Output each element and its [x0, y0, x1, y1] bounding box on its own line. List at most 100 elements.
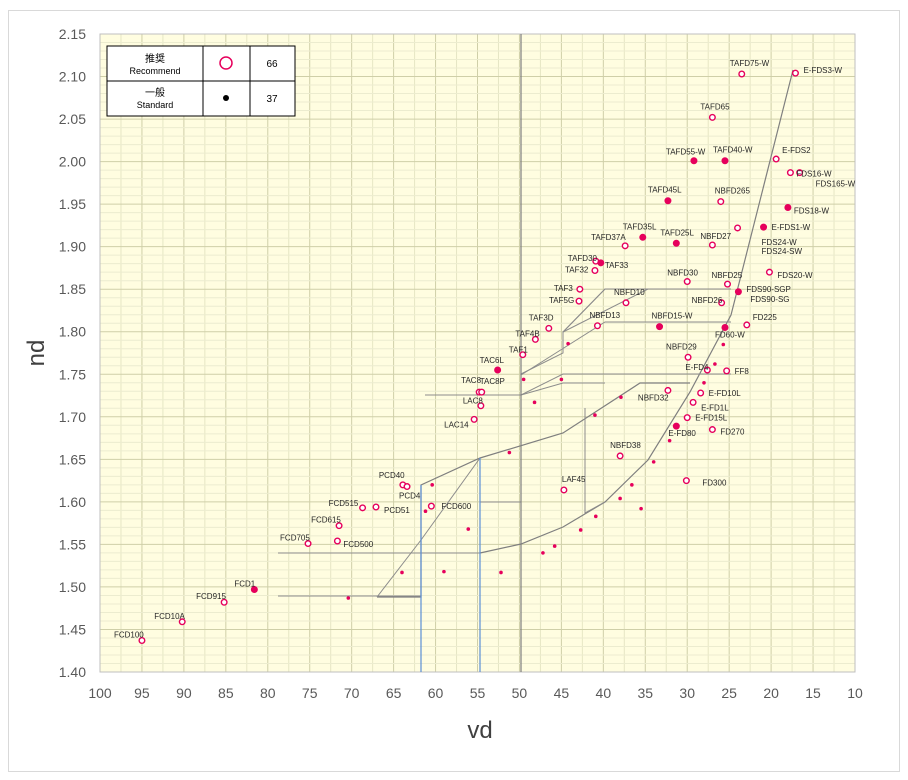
legend-recommend-count: 66 [266, 59, 278, 70]
point-label: NBFD29 [666, 342, 697, 351]
point-label: FD300 [702, 479, 727, 488]
x-tick-label: 55 [470, 685, 486, 701]
point-label: PCD4 [399, 492, 421, 501]
point-label: E-FDS1-W [772, 223, 811, 232]
point-label: FCD915 [196, 592, 226, 601]
point-label: NBFD15-W [652, 312, 693, 321]
recommend-point [689, 398, 697, 406]
point-label: FCD500 [343, 540, 373, 549]
recommend-point [597, 259, 605, 267]
glass-region-lines [278, 34, 794, 672]
recommend-point [721, 157, 729, 165]
recommend-point [576, 285, 584, 293]
y-tick-label: 1.75 [59, 366, 86, 382]
point-label: E-FD80 [668, 429, 696, 438]
point-label: PCD40 [379, 471, 405, 480]
point-label: TAF32 [565, 265, 589, 274]
recommend-point [684, 353, 692, 361]
recommend-point [734, 288, 742, 296]
recommend-point [765, 268, 773, 276]
point-label: FDS20-W [777, 271, 813, 280]
recommend-point [560, 486, 568, 494]
y-tick-label: 1.45 [59, 621, 86, 637]
recommend-point [672, 422, 680, 430]
data-points [138, 69, 804, 645]
recommend-point [621, 242, 629, 250]
point-label: TAFD25L [660, 228, 694, 237]
gridlines [99, 33, 856, 673]
point-label: FD60-W [715, 330, 745, 339]
standard-point [578, 528, 583, 532]
point-label: FCD515 [329, 499, 359, 508]
recommend-point [593, 322, 601, 330]
standard-point [651, 460, 656, 464]
point-label: TAFD40-W [713, 146, 753, 155]
point-label: TAF3 [554, 284, 574, 293]
point-label: FCD10A [154, 612, 185, 621]
recommend-point [403, 483, 411, 491]
y-tick-label: 1.60 [59, 494, 86, 510]
y-tick-label: 2.00 [59, 154, 86, 170]
point-label: FCD615 [311, 516, 341, 525]
recommend-point [545, 324, 553, 332]
point-label: NBFD30 [667, 269, 698, 278]
point-label: FCD600 [441, 502, 471, 511]
legend-dot-icon [223, 95, 229, 101]
point-label: FDS24-W [762, 238, 798, 247]
standard-point [618, 496, 622, 501]
point-label: FDS16-W [796, 170, 832, 179]
point-label: FCD1 [234, 579, 255, 588]
x-tick-label: 80 [260, 685, 276, 701]
point-label: TAF1 [509, 346, 529, 355]
y-tick-label: 1.80 [59, 324, 86, 340]
recommend-point [591, 266, 599, 274]
recommend-point [717, 198, 725, 206]
y-tick-labels: 1.40 1.45 1.50 1.55 1.60 1.65 1.70 1.75 1.80 1.85… [59, 26, 86, 680]
legend-recommend-en: Recommend [129, 66, 180, 76]
recommend-point [723, 367, 731, 375]
point-labels: FCD100 FCD10A FCD915 FCD1 FCD705 FCD500 FCD615… [114, 59, 856, 640]
standard-point [593, 413, 597, 417]
recommend-point [664, 386, 672, 394]
recommend-point [372, 503, 380, 511]
point-label: FD270 [720, 428, 745, 437]
standard-point [521, 377, 526, 382]
x-tick-label: 100 [88, 685, 112, 701]
y-tick-label: 1.50 [59, 579, 86, 595]
x-axis-title: vd [467, 717, 492, 744]
recommend-point [656, 323, 664, 331]
point-label: NBFD38 [610, 441, 641, 450]
y-tick-label: 1.40 [59, 664, 86, 680]
point-label: TAC8P [480, 377, 505, 386]
standard-point [442, 569, 446, 574]
recommend-point [531, 335, 539, 343]
recommend-point [664, 197, 672, 205]
point-label: NBFD13 [589, 311, 620, 320]
point-label: FDS90-SG [750, 295, 789, 304]
recommend-point [304, 540, 312, 548]
point-label: E-FD15L [695, 414, 728, 423]
point-label: TAFD35L [623, 222, 657, 231]
x-tick-label: 35 [637, 685, 653, 701]
standard-point [507, 450, 512, 455]
legend: 推奨 Recommend 66 一般 Standard 37 [106, 45, 296, 117]
recommend-point [708, 426, 716, 434]
point-label: LAC14 [444, 420, 469, 429]
recommend-point [359, 504, 367, 512]
standard-point [639, 506, 643, 511]
point-label: LAF45 [562, 475, 586, 484]
point-label: E-FD1L [701, 403, 729, 412]
y-tick-label: 2.15 [59, 26, 86, 42]
point-label: TAF33 [605, 261, 629, 270]
recommend-point [690, 157, 698, 165]
standard-point [559, 377, 564, 382]
y-tick-label: 1.65 [59, 451, 86, 467]
recommend-point [734, 224, 742, 232]
recommend-point [494, 366, 502, 374]
region-line [520, 321, 731, 376]
x-tick-label: 20 [763, 685, 779, 701]
recommend-point [683, 414, 691, 422]
point-label: E-FDS2 [782, 146, 811, 155]
x-tick-label: 60 [428, 685, 444, 701]
